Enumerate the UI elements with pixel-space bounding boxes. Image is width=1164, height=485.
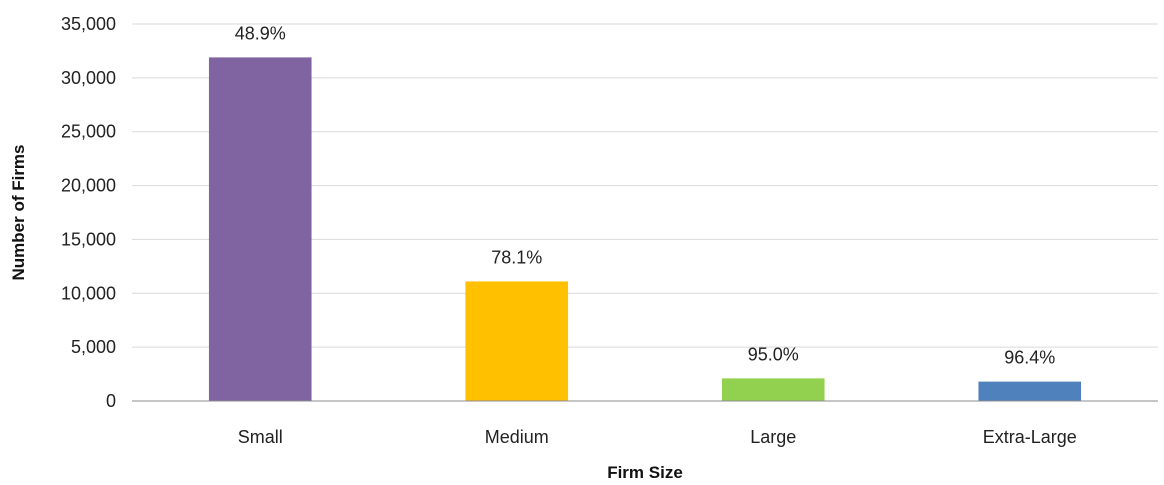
bar-medium	[465, 281, 569, 401]
data-label: 78.1%	[491, 247, 542, 267]
bars	[208, 57, 1082, 402]
x-axis-title: Firm Size	[607, 463, 683, 482]
y-tick-label: 5,000	[71, 337, 116, 357]
y-axis-ticks: 0 5,000 10,000 15,000 20,000 25,000 30,000 35,0…	[61, 14, 116, 411]
y-tick-label: 35,000	[61, 14, 116, 34]
y-tick-label: 15,000	[61, 229, 116, 249]
y-tick-label: 25,000	[61, 122, 116, 142]
x-tick-label: Small	[238, 427, 283, 447]
y-axis-title: Number of Firms	[9, 144, 28, 280]
x-tick-label: Large	[750, 427, 796, 447]
y-tick-label: 10,000	[61, 283, 116, 303]
data-label: 96.4%	[1004, 348, 1055, 368]
bar-small	[208, 57, 312, 402]
x-tick-label: Extra-Large	[983, 427, 1077, 447]
x-tick-label: Medium	[485, 427, 549, 447]
data-label: 95.0%	[748, 344, 799, 364]
bar-large	[721, 378, 825, 401]
data-labels: 48.9% 78.1% 95.0% 96.4%	[235, 23, 1056, 367]
y-tick-label: 0	[106, 391, 116, 411]
y-tick-label: 30,000	[61, 68, 116, 88]
bar-extra-large	[978, 381, 1082, 401]
data-label: 48.9%	[235, 23, 286, 43]
y-tick-label: 20,000	[61, 176, 116, 196]
x-axis-ticks: Small Medium Large Extra-Large	[238, 427, 1077, 447]
